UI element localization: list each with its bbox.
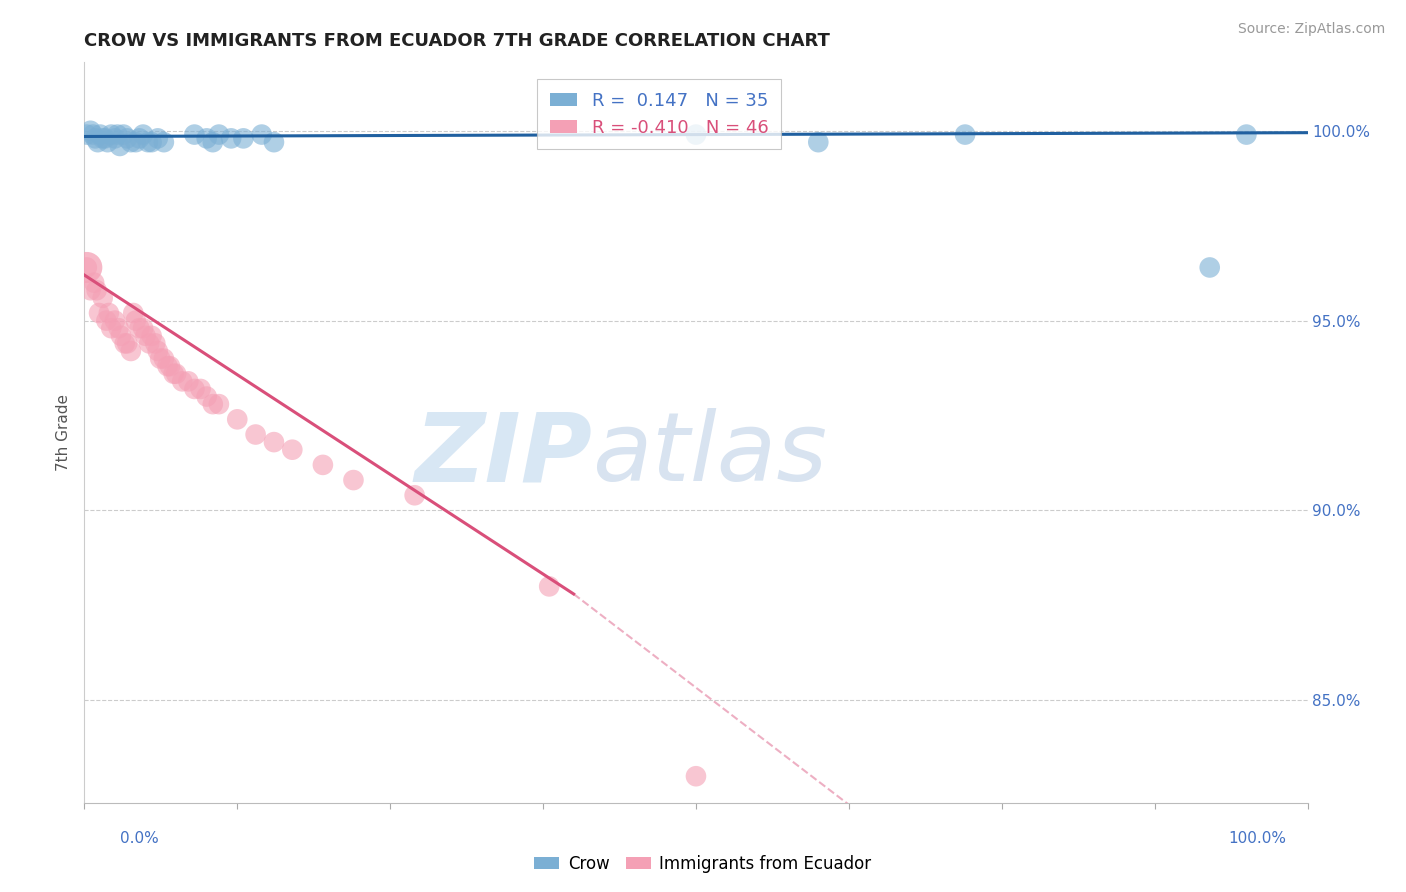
Point bbox=[100, 128, 122, 142]
Point bbox=[97, 306, 120, 320]
Point bbox=[146, 131, 169, 145]
Text: 100.0%: 100.0% bbox=[1229, 831, 1286, 846]
Point bbox=[1198, 260, 1220, 275]
Point bbox=[226, 412, 249, 426]
Point bbox=[76, 260, 98, 275]
Point bbox=[807, 135, 830, 149]
Point bbox=[156, 359, 179, 374]
Point bbox=[195, 390, 218, 404]
Point bbox=[83, 276, 105, 290]
Point bbox=[208, 397, 231, 411]
Point bbox=[114, 336, 136, 351]
Point bbox=[1236, 128, 1258, 142]
Legend: Crow, Immigrants from Ecuador: Crow, Immigrants from Ecuador bbox=[527, 848, 879, 880]
Point bbox=[91, 291, 114, 305]
Point bbox=[97, 135, 120, 149]
Point bbox=[135, 328, 157, 343]
Point bbox=[115, 131, 138, 145]
Point bbox=[76, 128, 98, 142]
Text: Source: ZipAtlas.com: Source: ZipAtlas.com bbox=[1237, 22, 1385, 37]
Point bbox=[404, 488, 426, 502]
Point bbox=[195, 131, 218, 145]
Point bbox=[136, 135, 159, 149]
Point bbox=[312, 458, 335, 472]
Point bbox=[104, 313, 127, 327]
Y-axis label: 7th Grade: 7th Grade bbox=[56, 394, 72, 471]
Point bbox=[250, 128, 273, 142]
Point bbox=[183, 128, 205, 142]
Text: atlas: atlas bbox=[592, 409, 827, 501]
Point bbox=[190, 382, 212, 396]
Point bbox=[76, 260, 98, 275]
Point bbox=[96, 313, 118, 327]
Point bbox=[120, 135, 142, 149]
Point bbox=[100, 321, 122, 335]
Point bbox=[87, 306, 110, 320]
Point bbox=[86, 283, 108, 297]
Point bbox=[165, 367, 187, 381]
Point bbox=[201, 135, 224, 149]
Text: 0.0%: 0.0% bbox=[120, 831, 159, 846]
Point bbox=[538, 579, 561, 593]
Point bbox=[89, 128, 111, 142]
Point bbox=[138, 336, 160, 351]
Point bbox=[141, 328, 163, 343]
Point bbox=[105, 128, 128, 142]
Point bbox=[245, 427, 267, 442]
Point bbox=[94, 131, 117, 145]
Point bbox=[84, 131, 107, 145]
Point bbox=[87, 135, 110, 149]
Point bbox=[79, 283, 101, 297]
Point bbox=[125, 135, 148, 149]
Point bbox=[159, 359, 181, 374]
Point bbox=[79, 124, 101, 138]
Point bbox=[685, 128, 707, 142]
Point bbox=[115, 336, 138, 351]
Point bbox=[177, 375, 200, 389]
Point bbox=[107, 321, 129, 335]
Point bbox=[163, 367, 186, 381]
Legend: R =  0.147   N = 35, R = -0.410   N = 46: R = 0.147 N = 35, R = -0.410 N = 46 bbox=[537, 78, 782, 149]
Point bbox=[110, 328, 132, 343]
Point bbox=[108, 139, 131, 153]
Point bbox=[91, 131, 114, 145]
Point bbox=[128, 321, 150, 335]
Point bbox=[685, 769, 707, 783]
Point bbox=[232, 131, 254, 145]
Point bbox=[342, 473, 364, 487]
Point bbox=[263, 135, 285, 149]
Point bbox=[183, 382, 205, 396]
Point bbox=[120, 343, 142, 358]
Point bbox=[143, 336, 166, 351]
Point bbox=[122, 306, 145, 320]
Point bbox=[149, 351, 172, 366]
Point bbox=[281, 442, 304, 457]
Point bbox=[132, 321, 155, 335]
Point bbox=[953, 128, 976, 142]
Point bbox=[263, 435, 285, 450]
Text: CROW VS IMMIGRANTS FROM ECUADOR 7TH GRADE CORRELATION CHART: CROW VS IMMIGRANTS FROM ECUADOR 7TH GRAD… bbox=[84, 32, 830, 50]
Point bbox=[208, 128, 231, 142]
Point bbox=[219, 131, 242, 145]
Point bbox=[146, 343, 169, 358]
Point bbox=[132, 128, 155, 142]
Text: ZIP: ZIP bbox=[415, 409, 592, 501]
Point bbox=[104, 131, 127, 145]
Point bbox=[128, 131, 150, 145]
Point bbox=[153, 135, 176, 149]
Point bbox=[201, 397, 224, 411]
Point bbox=[172, 375, 194, 389]
Point bbox=[125, 313, 148, 327]
Point bbox=[112, 128, 135, 142]
Point bbox=[82, 128, 104, 142]
Point bbox=[141, 135, 163, 149]
Point bbox=[153, 351, 176, 366]
